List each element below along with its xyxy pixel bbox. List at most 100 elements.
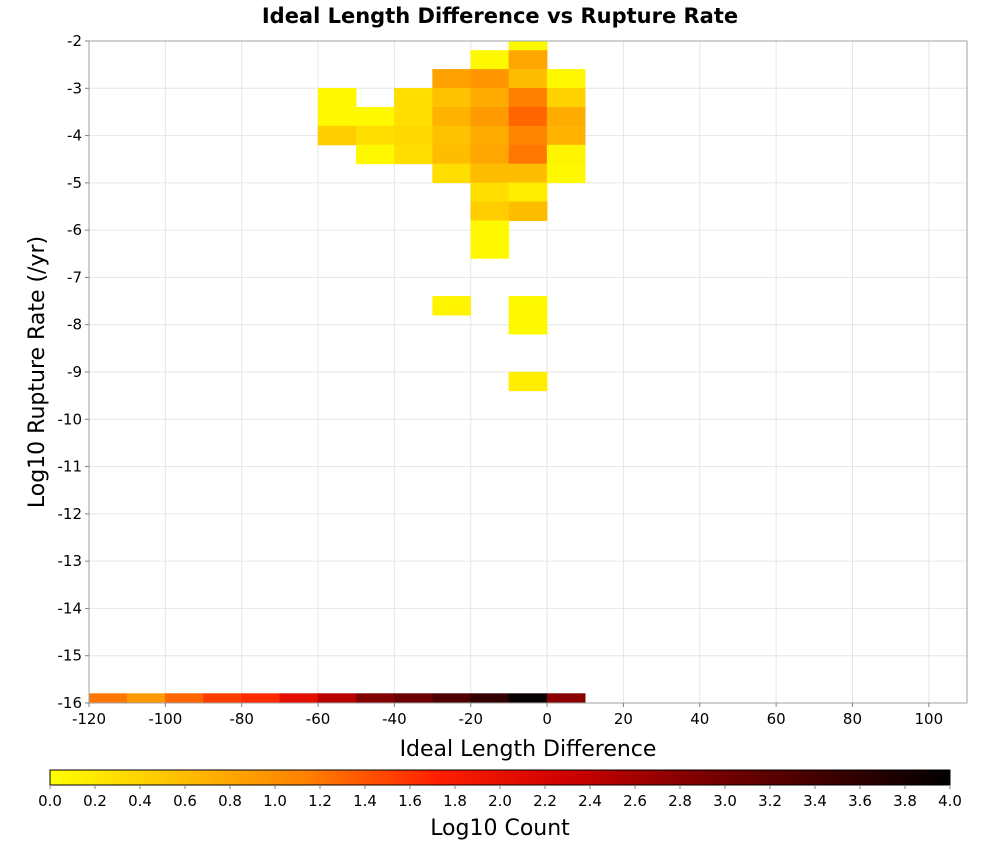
heatmap-cell <box>508 69 548 89</box>
heatmap-cell <box>394 144 433 165</box>
y-tick-label: -10 <box>58 410 83 428</box>
heatmap-cell <box>470 50 510 70</box>
x-tick-label: -120 <box>72 710 106 728</box>
heatmap-cell <box>88 693 128 704</box>
colorbar-tick-label: 1.4 <box>353 792 377 810</box>
x-axis-label: Ideal Length Difference <box>400 737 657 762</box>
heatmap-cell <box>470 163 510 184</box>
colorbar-tick-label: 0.4 <box>128 792 152 810</box>
y-tick-label: -15 <box>58 647 83 665</box>
colorbar-tick-label: 3.6 <box>848 792 872 810</box>
colorbar-tick-label: 2.6 <box>623 792 647 810</box>
heatmap-cell <box>355 144 395 165</box>
heatmap-cell <box>508 40 548 51</box>
colorbar-tick-label: 2.2 <box>533 792 557 810</box>
heatmap-cell <box>546 88 586 108</box>
heatmap-cell <box>470 106 510 127</box>
x-tick-label: 0 <box>542 710 552 728</box>
x-tick-label: -60 <box>306 710 331 728</box>
x-tick-label: 20 <box>614 710 633 728</box>
heatmap-cell <box>432 693 471 704</box>
heatmap-cell <box>279 693 319 704</box>
heatmap-cell <box>165 693 204 704</box>
heatmap-cell <box>470 220 510 240</box>
colorbar-tick-label: 3.4 <box>803 792 827 810</box>
heatmap-cell <box>317 88 357 108</box>
y-axis-label: Log10 Rupture Rate (/yr) <box>25 236 50 508</box>
colorbar-tick-label: 4.0 <box>938 792 962 810</box>
y-tick-label: -14 <box>58 599 83 617</box>
heatmap-cell <box>317 106 357 127</box>
heatmap-cell <box>432 125 471 146</box>
y-tick-label: -5 <box>67 174 82 192</box>
colorbar-ticks: 0.0 0.2 0.4 0.6 0.8 1.0 1.2 1.4 1.6 1.8 2.0 2.2 2.4 2… <box>38 785 962 810</box>
heatmap-cell <box>508 371 548 392</box>
y-tick-label: -4 <box>67 127 82 145</box>
heatmap-cell <box>432 69 471 89</box>
y-tick-label: -12 <box>58 505 83 523</box>
heatmap-cell <box>470 125 510 146</box>
heatmap-cell <box>508 182 548 203</box>
heatmap-cell <box>470 239 510 259</box>
x-tick-label: 60 <box>767 710 786 728</box>
y-tick-label: -2 <box>67 32 82 50</box>
heatmap-cell <box>432 163 471 184</box>
colorbar-tick-label: 0.8 <box>218 792 242 810</box>
x-tick-label: 40 <box>690 710 709 728</box>
colorbar-label: Log10 Count <box>430 816 570 841</box>
x-tick-label: 80 <box>843 710 862 728</box>
heatmap-cell <box>508 106 548 127</box>
colorbar-tick-label: 1.8 <box>443 792 467 810</box>
heatmap-cell <box>508 315 548 335</box>
heatmap-cell <box>241 693 281 704</box>
heatmap-cell <box>508 163 548 184</box>
colorbar-tick-label: 0.2 <box>83 792 107 810</box>
heatmap-cell <box>432 88 471 108</box>
heatmap-cell <box>508 201 548 221</box>
heatmap-cell <box>508 50 548 70</box>
y-tick-label: -3 <box>67 79 82 97</box>
heatmap-cell <box>508 125 548 146</box>
heatmap-cell <box>546 69 586 89</box>
x-tick-label: -20 <box>458 710 483 728</box>
y-tick-label: -13 <box>58 552 83 570</box>
y-tick-label: -8 <box>67 316 82 334</box>
colorbar-tick-label: 0.6 <box>173 792 197 810</box>
colorbar-tick-label: 3.8 <box>893 792 917 810</box>
heatmap-cell <box>355 693 395 704</box>
heatmap-cell <box>470 693 510 704</box>
heatmap-cell <box>508 88 548 108</box>
heatmap-cell <box>470 201 510 221</box>
heatmap-cell <box>546 144 586 165</box>
heatmap-cell <box>203 693 242 704</box>
heatmap-cell <box>546 693 586 704</box>
heatmap-cell <box>394 88 433 108</box>
heatmap-cell <box>508 693 548 704</box>
heatmap-cell <box>432 296 471 316</box>
x-axis-ticks: -120 -100 -80 -60 -40 -20 0 20 40 60 80 100 <box>72 703 943 728</box>
colorbar-tick-label: 0.0 <box>38 792 62 810</box>
heatmap-cell <box>470 88 510 108</box>
heatmap-cell <box>470 144 510 165</box>
x-tick-label: -40 <box>382 710 407 728</box>
heatmap-cell <box>546 163 586 184</box>
chart-title: Ideal Length Difference vs Rupture Rate <box>262 4 738 28</box>
heatmap-cell <box>355 125 395 146</box>
heatmap-cell <box>394 125 433 146</box>
y-tick-label: -16 <box>58 694 83 712</box>
colorbar-tick-label: 1.0 <box>263 792 287 810</box>
heatmap-cell <box>432 144 471 165</box>
heatmap-cell <box>470 182 510 203</box>
heatmap-cell <box>394 106 433 127</box>
x-tick-label: -100 <box>148 710 182 728</box>
y-tick-label: -6 <box>67 221 82 239</box>
colorbar-tick-label: 2.8 <box>668 792 692 810</box>
colorbar-tick-label: 2.4 <box>578 792 602 810</box>
heatmap-cell <box>355 106 395 127</box>
heatmap-cell <box>126 693 166 704</box>
heatmap-cell <box>317 125 357 146</box>
heatmap-cell <box>394 693 433 704</box>
heatmap-cell <box>508 296 548 316</box>
x-tick-label: -80 <box>229 710 254 728</box>
